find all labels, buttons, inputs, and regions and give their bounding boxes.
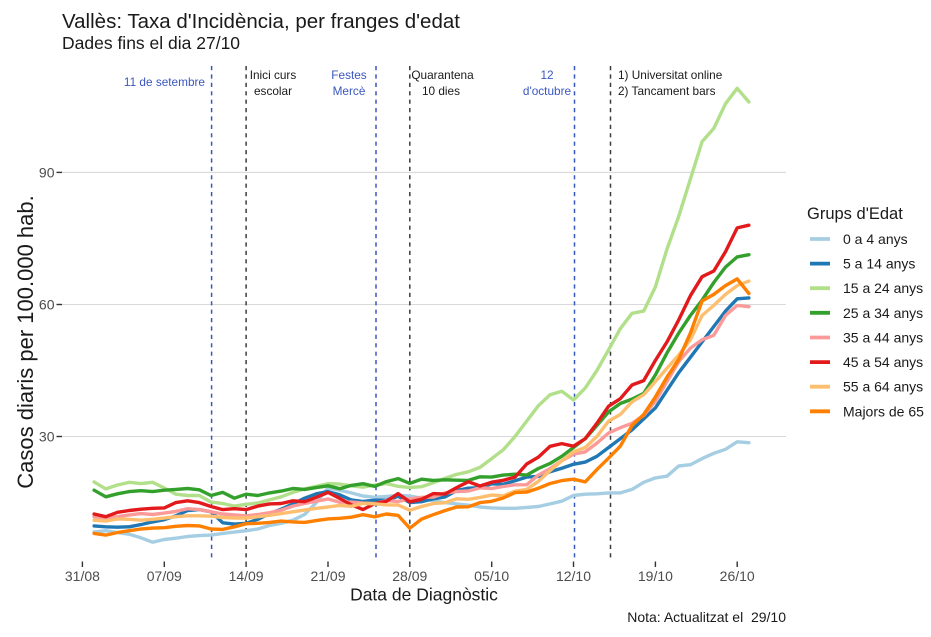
svg-text:35 a 44 anys: 35 a 44 anys (843, 330, 923, 346)
svg-text:Festes: Festes (331, 68, 367, 82)
svg-text:07/09: 07/09 (147, 568, 182, 584)
svg-text:28/09: 28/09 (392, 568, 427, 584)
svg-text:5 a 14 anys: 5 a 14 anys (843, 256, 915, 272)
svg-text:30: 30 (39, 429, 55, 445)
svg-text:26/10: 26/10 (720, 568, 755, 584)
svg-text:21/09: 21/09 (310, 568, 345, 584)
svg-text:12: 12 (540, 68, 553, 82)
svg-text:1) Universitat online: 1) Universitat online (618, 68, 723, 82)
svg-text:10 dies: 10 dies (422, 84, 460, 98)
svg-text:55 a 64 anys: 55 a 64 anys (843, 379, 923, 395)
svg-text:90: 90 (39, 164, 55, 180)
svg-text:Mercè: Mercè (333, 84, 366, 98)
svg-text:2) Tancament bars: 2) Tancament bars (618, 84, 716, 98)
svg-text:Dades fins el dia 27/10: Dades fins el dia 27/10 (62, 33, 240, 53)
svg-text:Quarantena: Quarantena (411, 68, 474, 82)
svg-text:19/10: 19/10 (638, 568, 673, 584)
svg-text:Nota: Actualitzat el 29/10: Nota: Actualitzat el 29/10 (627, 609, 786, 625)
svg-text:25 a 34 anys: 25 a 34 anys (843, 305, 923, 321)
svg-text:Casos diaris per 100.000 hab.: Casos diaris per 100.000 hab. (13, 195, 38, 489)
svg-text:12/10: 12/10 (556, 568, 591, 584)
svg-text:Grups d'Edat: Grups d'Edat (807, 205, 903, 223)
svg-text:11 de setembre: 11 de setembre (124, 75, 206, 89)
svg-text:Inici curs: Inici curs (250, 68, 297, 82)
svg-text:45 a 54 anys: 45 a 54 anys (843, 354, 923, 370)
svg-text:14/09: 14/09 (229, 568, 264, 584)
svg-text:Data de Diagnòstic: Data de Diagnòstic (350, 585, 498, 605)
svg-text:31/08: 31/08 (65, 568, 100, 584)
svg-text:0 a 4 anys: 0 a 4 anys (843, 231, 908, 247)
svg-text:d'octubre: d'octubre (523, 84, 572, 98)
svg-text:60: 60 (39, 297, 55, 313)
svg-text:Vallès: Taxa d'Incidència, per: Vallès: Taxa d'Incidència, per franges d… (62, 10, 460, 33)
svg-text:15 a 24 anys: 15 a 24 anys (843, 280, 923, 296)
svg-text:Majors de 65: Majors de 65 (843, 403, 924, 419)
svg-text:05/10: 05/10 (474, 568, 509, 584)
svg-text:escolar: escolar (254, 84, 292, 98)
